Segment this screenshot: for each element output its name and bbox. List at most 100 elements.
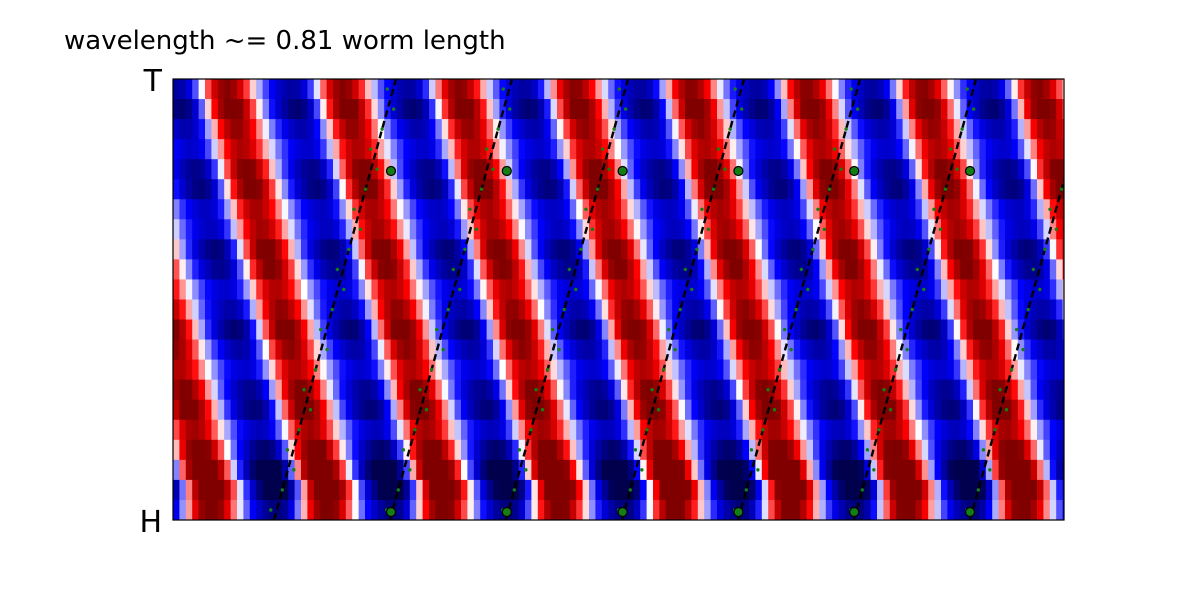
- heatmap-cell: [544, 179, 552, 200]
- heatmap-cell: [230, 339, 238, 361]
- heatmap-cell: [550, 479, 558, 501]
- heatmap-cell: [294, 499, 302, 520]
- heatmap-cell: [672, 159, 680, 180]
- heatmap-cell: [614, 299, 622, 321]
- phase-dot: [429, 367, 434, 372]
- heatmap-cell: [576, 399, 584, 421]
- heatmap-cell: [569, 339, 577, 361]
- heatmap-cell: [313, 459, 321, 481]
- heatmap-cell: [480, 219, 488, 240]
- heatmap-cell: [845, 279, 852, 301]
- heatmap-cell: [473, 339, 481, 361]
- phase-dot: [650, 388, 654, 392]
- heatmap-cell: [1011, 299, 1019, 321]
- heatmap-cell: [723, 439, 731, 461]
- heatmap-cell: [813, 339, 820, 361]
- heatmap-cell: [550, 239, 558, 261]
- heatmap-cell: [998, 219, 1006, 240]
- heatmap-cell: [973, 499, 980, 520]
- heatmap-cell: [947, 259, 955, 281]
- heatmap-cell: [608, 119, 616, 140]
- heatmap-cell: [845, 219, 852, 240]
- heatmap-cell: [371, 459, 379, 481]
- heatmap-cell: [397, 259, 404, 281]
- heatmap-cell: [217, 159, 225, 180]
- heatmap-cell: [499, 279, 507, 301]
- heatmap-cell: [627, 259, 635, 281]
- heatmap-cell: [627, 119, 635, 140]
- heatmap-cell: [1043, 479, 1051, 501]
- heatmap-cell: [909, 319, 916, 341]
- heatmap-cell: [883, 239, 891, 261]
- heatmap-cell: [928, 139, 936, 160]
- heatmap-cell: [934, 159, 942, 180]
- heatmap-cell: [192, 399, 200, 421]
- heatmap-cell: [928, 219, 936, 240]
- heatmap-cell: [294, 279, 302, 301]
- heatmap-cell: [473, 379, 481, 401]
- heatmap-cell: [576, 499, 584, 520]
- heatmap-cell: [435, 259, 443, 281]
- heatmap-cell: [531, 479, 539, 501]
- phase-dot: [458, 287, 462, 292]
- heatmap-cell: [1037, 99, 1044, 120]
- heatmap-cell: [1011, 419, 1019, 441]
- heatmap-cell: [973, 439, 980, 461]
- heatmap-cell: [1017, 439, 1025, 461]
- heatmap-cell: [870, 379, 878, 401]
- heatmap-cell: [454, 79, 462, 100]
- heatmap-cell: [589, 279, 596, 301]
- heatmap-cell: [864, 79, 872, 100]
- heatmap-cell: [512, 439, 520, 461]
- heatmap-cell: [326, 259, 334, 281]
- heatmap-cell: [269, 479, 276, 501]
- heatmap-cell: [288, 179, 296, 200]
- heatmap-cell: [480, 399, 488, 421]
- heatmap-cell: [685, 499, 692, 520]
- heatmap-cell: [499, 239, 507, 261]
- heatmap-cell: [704, 399, 712, 421]
- heatmap-cell: [422, 179, 430, 200]
- heatmap-cell: [243, 99, 251, 120]
- heatmap-cell: [627, 139, 635, 160]
- heatmap-cell: [774, 259, 782, 281]
- phase-dot: [640, 468, 644, 472]
- heatmap-cell: [1005, 419, 1012, 441]
- heatmap-cell: [320, 339, 328, 361]
- heatmap-cell: [685, 79, 692, 100]
- heatmap-cell: [838, 479, 846, 501]
- heatmap-cell: [237, 179, 244, 200]
- heatmap-cell: [921, 439, 929, 461]
- phase-dot: [839, 167, 843, 171]
- heatmap-cell: [857, 459, 865, 481]
- heatmap-cell: [531, 359, 539, 381]
- phase-dot: [927, 247, 931, 252]
- heatmap-cell: [902, 359, 910, 381]
- heatmap-cell: [409, 79, 417, 100]
- heatmap-cell: [473, 79, 481, 100]
- heatmap-cell: [384, 359, 392, 381]
- heatmap-cell: [838, 259, 846, 281]
- heatmap-cell: [800, 359, 808, 381]
- heatmap-cell: [537, 199, 545, 220]
- heatmap-cell: [525, 279, 532, 301]
- heatmap-cell: [1049, 219, 1057, 240]
- heatmap-cell: [755, 279, 763, 301]
- heatmap-cell: [998, 339, 1006, 361]
- heatmap-cell: [294, 119, 302, 140]
- heatmap-cell: [729, 439, 737, 461]
- heatmap-cell: [480, 119, 488, 140]
- heatmap-cell: [896, 219, 904, 240]
- heatmap-cell: [435, 219, 443, 240]
- heatmap-cell: [960, 359, 968, 381]
- heatmap-cell: [1005, 259, 1012, 281]
- heatmap-cell: [262, 359, 270, 381]
- heatmap-cell: [947, 379, 955, 401]
- heatmap-cell: [825, 499, 833, 520]
- heatmap-cell: [595, 99, 603, 120]
- heatmap-cell: [806, 359, 814, 381]
- heatmap-cell: [243, 159, 251, 180]
- heatmap-cell: [390, 459, 398, 481]
- heatmap-cell: [889, 119, 897, 140]
- heatmap-cell: [608, 259, 616, 281]
